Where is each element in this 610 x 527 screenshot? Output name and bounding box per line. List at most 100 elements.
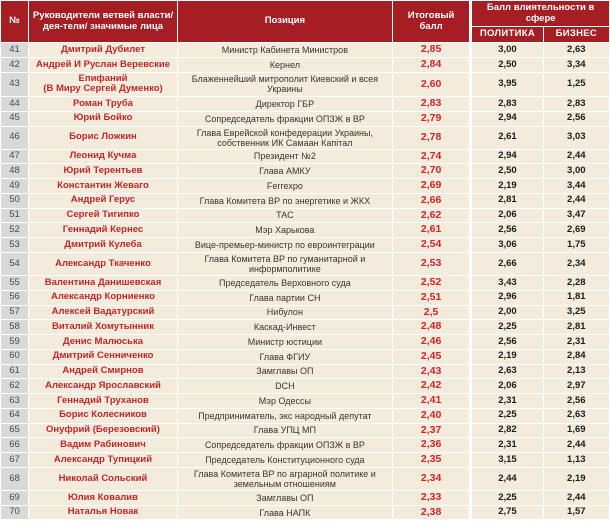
person-position: Глава НАПК [177,505,392,520]
person-position: Кернел [177,58,392,72]
table-row: 55 Валентина Данишевская Председатель Верх… [1,276,609,290]
person-name: Геннадий Кернес [29,223,177,238]
table-row: 57 Алексей Вадатурский Нибулон 2,5 2,00 3,25 [1,305,609,320]
person-name: Дмитрий Дубилет [29,43,177,57]
person-name: Андрей Смирнов [29,364,177,379]
person-position: Вице-премьер-министр по евроинтеграции [177,238,392,252]
total-score: 2,41 [392,394,470,408]
politics-score: 3,95 [470,72,543,96]
row-number-cell: 64 [1,408,29,423]
total-score: 2,74 [392,149,470,164]
total-score: 2,66 [392,193,470,208]
row-number-cell: 44 [1,97,29,111]
total-score: 2,69 [392,179,470,193]
total-score: 2,51 [392,290,470,305]
table-row: 52 Геннадий Кернес Мэр Харькова 2,61 2,56 2,6… [1,223,609,238]
person-position: Мэр Харькова [177,223,392,238]
politics-score: 2,81 [470,193,543,208]
person-position: Глава Комитета ВР по аграрной политике и… [177,467,392,490]
business-score: 1,13 [543,453,609,467]
person-name: Вадим Рабинович [29,438,177,453]
total-score: 2,60 [392,72,470,96]
total-score: 2,70 [392,164,470,179]
col-header-business: БИЗНЕС [543,27,609,43]
table-row: 54 Александр Ткаченко Глава Комитета ВР по… [1,252,609,276]
table-row: 62 Александр Ярославский DCH 2,42 2,06 2,97 [1,379,609,394]
business-score: 2,13 [543,364,609,379]
person-position: Блаженнейший митрополит Киевский и всея … [177,72,392,96]
table-row: 48 Юрий Терентьев Глава АМКУ 2,70 2,50 3,00 [1,164,609,179]
business-score: 2,34 [543,252,609,276]
total-score: 2,52 [392,276,470,290]
person-name: Николай Сольский [29,467,177,490]
business-score: 2,44 [543,149,609,164]
person-position: Замглавы ОП [177,364,392,379]
business-score: 2,63 [543,43,609,57]
politics-score: 2,94 [470,111,543,126]
row-number-cell: 59 [1,335,29,349]
business-score: 2,69 [543,223,609,238]
politics-score: 2,50 [470,58,543,72]
row-number-cell: 57 [1,305,29,320]
person-name: Юрий Терентьев [29,164,177,179]
total-score: 2,46 [392,335,470,349]
business-score: 1,57 [543,505,609,520]
table-row: 46 Борис Ложкин Глава Еврейской конфедерац… [1,126,609,149]
row-number-cell: 49 [1,179,29,193]
person-name: Борис Колесников [29,408,177,423]
row-number-cell: 65 [1,423,29,438]
table-row: 51 Сергей Тигипко ТАС 2,62 2,06 3,47 [1,208,609,223]
row-number-cell: 67 [1,453,29,467]
total-score: 2,79 [392,111,470,126]
total-score: 2,36 [392,438,470,453]
politics-score: 2,19 [470,349,543,364]
table-row: 44 Роман Труба Директор ГБР 2,83 2,83 2,83 [1,97,609,111]
table-row: 70 Наталья Новак Глава НАПК 2,38 2,75 1,57 [1,505,609,520]
col-header-leaders: Руководители ветвей власти/дея-тели/ зна… [29,1,177,43]
person-position: Каскад-Инвест [177,320,392,335]
person-position: Глава УПЦ МП [177,423,392,438]
row-number-cell: 46 [1,126,29,149]
table-row: 65 Онуфрий (Березовский) Глава УПЦ МП 2,37 2… [1,423,609,438]
business-score: 3,47 [543,208,609,223]
politics-score: 2,94 [470,149,543,164]
person-name: Александр Ткаченко [29,252,177,276]
politics-score: 2,82 [470,423,543,438]
person-name: Сергей Тигипко [29,208,177,223]
person-position: Сопредседатель фракции ОПЗЖ в ВР [177,438,392,453]
table-row: 69 Юлия Ковалив Замглавы ОП 2,33 2,25 2,44 [1,490,609,505]
row-number-cell: 45 [1,111,29,126]
total-score: 2,62 [392,208,470,223]
business-score: 1,25 [543,72,609,96]
person-name: Дмитрий Кулеба [29,238,177,252]
politics-score: 2,25 [470,408,543,423]
business-score: 2,84 [543,349,609,364]
row-number-cell: 42 [1,58,29,72]
person-position: Мэр Одессы [177,394,392,408]
table-row: 41 Дмитрий Дубилет Министр Кабинета Минист… [1,43,609,57]
business-score: 2,56 [543,394,609,408]
politics-score: 2,31 [470,438,543,453]
business-score: 2,19 [543,467,609,490]
business-score: 1,75 [543,238,609,252]
business-score: 3,34 [543,58,609,72]
total-score: 2,37 [392,423,470,438]
business-score: 2,81 [543,320,609,335]
business-score: 1,69 [543,423,609,438]
table-row: 50 Андрей Герус Глава Комитета ВР по энерг… [1,193,609,208]
table-row: 60 Дмитрий Сенниченко Глава ФГИУ 2,45 2,19 2,… [1,349,609,364]
person-name: Онуфрий (Березовский) [29,423,177,438]
person-position: Замглавы ОП [177,490,392,505]
row-number-cell: 53 [1,238,29,252]
business-score: 2,44 [543,438,609,453]
politics-score: 2,96 [470,290,543,305]
politics-score: 2,19 [470,179,543,193]
politics-score: 2,61 [470,126,543,149]
table-row: 56 Александр Корниенко Глава партии СН 2,51… [1,290,609,305]
politics-score: 2,25 [470,320,543,335]
person-name: Александр Корниенко [29,290,177,305]
person-name: Роман Труба [29,97,177,111]
row-number-cell: 55 [1,276,29,290]
person-name: Дмитрий Сенниченко [29,349,177,364]
row-number-cell: 62 [1,379,29,394]
